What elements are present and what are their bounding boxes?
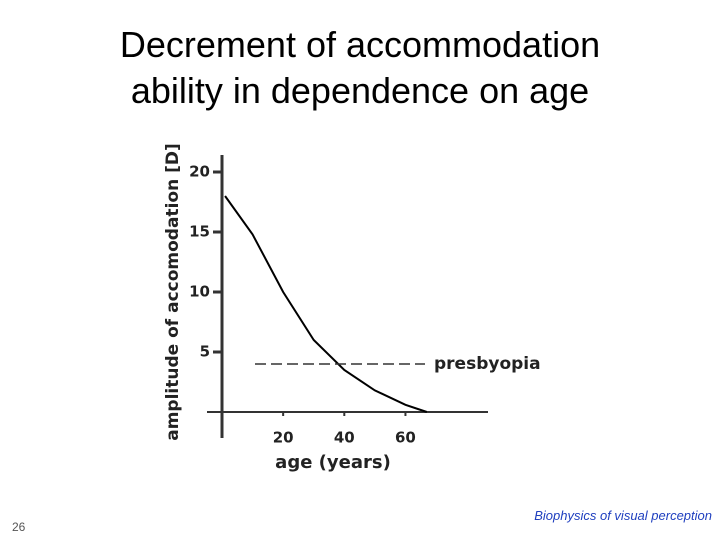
course-name: Biophysics of visual perception [534,508,712,523]
slide-title: Decrement of accommodation ability in de… [119,24,601,111]
presbyopia-label: presbyopia [434,354,541,374]
data-line [224,195,428,413]
x-axis-label: age (years) [275,452,391,473]
page-number: 26 [12,520,26,534]
y-axis-label: amplitude of accomodation [D] [163,143,183,441]
x-tick-label: 20 [273,429,294,447]
y-tick-label: 20 [189,163,210,181]
y-tick-label: 10 [189,283,210,301]
y-tick-label: 15 [189,223,210,241]
x-tick-label: 60 [395,429,416,447]
y-tick-label: 5 [200,343,210,361]
x-tick-label: 40 [334,429,355,447]
